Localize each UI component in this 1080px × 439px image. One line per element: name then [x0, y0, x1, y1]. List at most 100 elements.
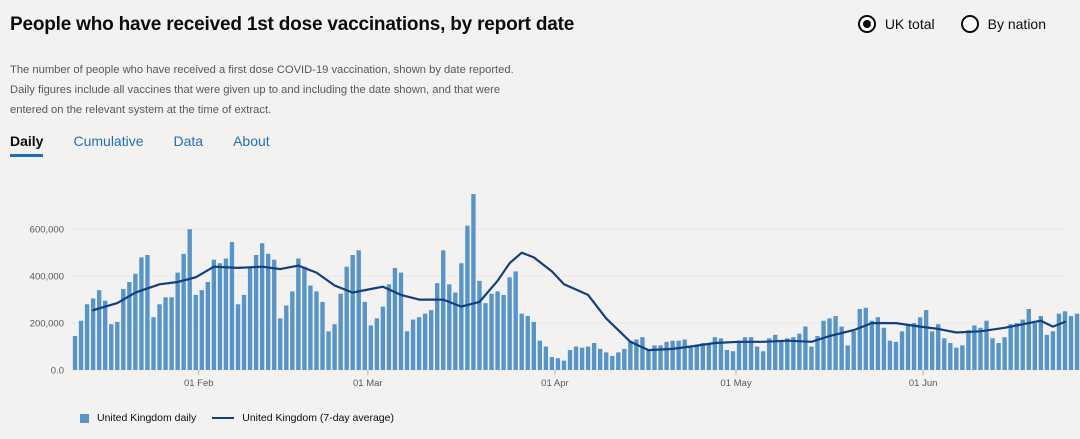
- daily-bar: [175, 272, 180, 370]
- daily-bar: [700, 343, 705, 370]
- daily-bar: [664, 341, 669, 370]
- view-radio-group: UK total By nation: [857, 15, 1046, 33]
- daily-bar: [658, 345, 663, 370]
- daily-bar: [266, 253, 271, 370]
- daily-bar: [942, 338, 947, 370]
- daily-bar: [670, 340, 675, 370]
- daily-bar: [211, 259, 217, 370]
- daily-bar: [561, 360, 567, 370]
- daily-bar: [519, 313, 524, 370]
- radio-by-nation[interactable]: By nation: [960, 15, 1046, 33]
- daily-bar: [887, 340, 893, 370]
- y-tick-label: 600,000: [30, 225, 64, 236]
- daily-bar: [1062, 311, 1068, 370]
- daily-bar: [308, 285, 313, 370]
- daily-bar: [736, 340, 742, 370]
- chart-tabs: Daily Cumulative Data About: [10, 133, 270, 157]
- daily-bar: [779, 340, 784, 370]
- daily-bar: [948, 343, 953, 370]
- daily-bar: [857, 308, 862, 370]
- daily-bar: [573, 346, 579, 370]
- daily-bar: [72, 335, 78, 370]
- chart-description: The number of people who have received a…: [10, 60, 530, 120]
- daily-bar: [706, 343, 712, 370]
- daily-bar: [253, 255, 259, 370]
- daily-bar: [628, 340, 633, 370]
- daily-bar: [893, 341, 899, 370]
- daily-bar: [833, 316, 838, 370]
- daily-bar: [845, 345, 850, 370]
- daily-bar: [827, 318, 832, 370]
- daily-bar: [495, 291, 500, 370]
- radio-checked-icon[interactable]: [857, 15, 876, 33]
- daily-bar: [338, 293, 343, 370]
- daily-bar: [640, 337, 645, 370]
- daily-bar: [555, 358, 561, 370]
- daily-bar: [604, 352, 609, 370]
- daily-bar: [1002, 337, 1007, 370]
- tab-cumulative[interactable]: Cumulative: [73, 133, 144, 149]
- radio-unchecked-icon[interactable]: [960, 15, 979, 33]
- daily-bar: [1044, 334, 1050, 370]
- daily-bar: [483, 303, 488, 370]
- daily-bar: [109, 324, 114, 370]
- x-tick-label: 01 Feb: [184, 378, 214, 389]
- daily-bar: [435, 283, 440, 370]
- daily-bar: [525, 316, 530, 370]
- daily-bar: [193, 294, 198, 370]
- daily-bar: [314, 291, 319, 370]
- radio-uk-total[interactable]: UK total: [857, 15, 935, 33]
- daily-bar: [187, 229, 192, 370]
- description-line-1: The number of people who have received a…: [10, 64, 514, 76]
- daily-bar: [229, 242, 235, 370]
- daily-bar: [591, 343, 597, 370]
- radio-by-nation-label: By nation: [987, 16, 1046, 32]
- daily-bar: [199, 290, 204, 370]
- daily-bar: [954, 347, 959, 370]
- daily-bar: [549, 357, 555, 370]
- daily-bar: [936, 324, 941, 370]
- daily-bar: [803, 326, 808, 370]
- daily-bar: [392, 267, 398, 370]
- daily-bar: [622, 348, 627, 370]
- daily-bar: [459, 263, 464, 370]
- x-tick-label: 01 Mar: [353, 378, 383, 389]
- daily-bar: [290, 291, 295, 370]
- x-tick-label: 01 May: [720, 378, 751, 389]
- daily-bar: [217, 263, 223, 370]
- y-tick-label: 400,000: [30, 272, 64, 283]
- daily-bar: [990, 338, 995, 370]
- daily-bar: [797, 333, 802, 370]
- daily-bar: [374, 318, 380, 370]
- chart-title: People who have received 1st dose vaccin…: [10, 14, 575, 35]
- daily-bar: [96, 290, 102, 370]
- daily-bar: [332, 324, 337, 370]
- daily-bar: [923, 310, 929, 370]
- tab-data[interactable]: Data: [173, 133, 204, 149]
- daily-bar: [278, 318, 283, 370]
- daily-bar: [610, 355, 615, 370]
- daily-bar: [851, 331, 856, 370]
- daily-bar: [398, 272, 404, 370]
- daily-bar: [368, 325, 373, 370]
- daily-bar: [223, 258, 229, 370]
- daily-bar: [978, 327, 983, 370]
- daily-bar: [259, 243, 265, 370]
- daily-bar: [145, 255, 150, 370]
- daily-bar: [652, 345, 657, 370]
- daily-bar: [1026, 308, 1031, 370]
- daily-bar: [839, 326, 844, 370]
- daily-bar: [356, 250, 361, 370]
- daily-bar: [90, 298, 96, 370]
- daily-bar: [634, 339, 639, 370]
- tab-about[interactable]: About: [233, 133, 270, 149]
- vaccination-chart: 0.0 200,000 400,000 600,000 01 Feb 01 Mar 01 …: [30, 194, 1080, 389]
- tab-daily[interactable]: Daily: [10, 133, 44, 157]
- daily-bar: [899, 331, 905, 370]
- daily-bar: [489, 293, 494, 370]
- daily-bar: [972, 325, 977, 370]
- daily-bar: [676, 340, 681, 370]
- daily-bar: [1032, 323, 1037, 370]
- daily-bar: [386, 284, 392, 370]
- daily-bar: [115, 321, 120, 370]
